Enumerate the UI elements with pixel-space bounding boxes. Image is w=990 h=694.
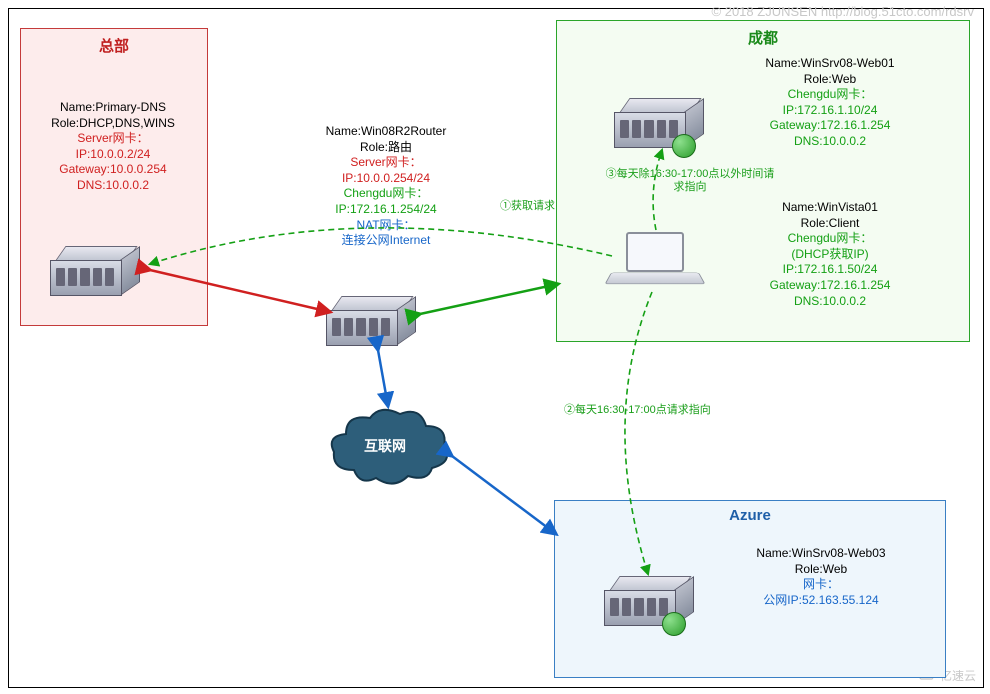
hq-ip: IP:10.0.0.2/24 xyxy=(28,147,198,163)
cd-title: 成都 xyxy=(557,27,969,48)
cd-cl-nic: Chengdu网卡： xyxy=(720,231,940,247)
cd-cl-role: Role:Client xyxy=(720,216,940,232)
anno-3-line2: 求指向 xyxy=(580,181,800,194)
router-info: Name:Win08R2Router Role:路由 Server网卡： IP:… xyxy=(286,124,486,249)
hq-server-icon xyxy=(50,246,140,296)
cd-client-info: Name:WinVista01 Role:Client Chengdu网卡： (… xyxy=(720,200,940,309)
cd-web-name: Name:WinSrv08-Web01 xyxy=(720,56,940,72)
laptop-base xyxy=(605,273,706,285)
router-nip: 连接公网Internet xyxy=(286,233,486,249)
cd-web-role: Role:Web xyxy=(720,72,940,88)
cd-cl-gw: Gateway:172.16.1.254 xyxy=(720,278,940,294)
az-nic: 网卡： xyxy=(716,577,926,593)
cd-web-ip: IP:172.16.1.10/24 xyxy=(720,103,940,119)
cd-web-gw: Gateway:172.16.1.254 xyxy=(720,118,940,134)
az-name: Name:WinSrv08-Web03 xyxy=(716,546,926,562)
hq-name: Name:Primary-DNS xyxy=(28,100,198,116)
laptop-screen xyxy=(626,232,684,272)
hq-nic: Server网卡： xyxy=(28,131,198,147)
hq-title: 总部 xyxy=(21,35,207,56)
cd-web-server-icon xyxy=(614,98,704,148)
anno-2: ②每天16:30-17:00点请求指向 xyxy=(564,404,711,417)
az-role: Role:Web xyxy=(716,562,926,578)
cd-web-nic: Chengdu网卡： xyxy=(720,87,940,103)
hq-dns: DNS:10.0.0.2 xyxy=(28,178,198,194)
diagram-canvas: © 2018 ZJUNSEN http://blog.51cto.com/rds… xyxy=(0,0,990,694)
hq-gw: Gateway:10.0.0.254 xyxy=(28,162,198,178)
cd-web-info: Name:WinSrv08-Web01 Role:Web Chengdu网卡： … xyxy=(720,56,940,150)
hq-info: Name:Primary-DNS Role:DHCP,DNS,WINS Serv… xyxy=(28,100,198,194)
copyright-watermark: © 2018 ZJUNSEN http://blog.51cto.com/rds… xyxy=(712,4,974,19)
anno-3: ③每天除16:30-17:00点以外时间请 求指向 xyxy=(580,168,800,194)
router-nnic: NAT网卡： xyxy=(286,218,486,234)
router-cip: IP:172.16.1.254/24 xyxy=(286,202,486,218)
router-snic: Server网卡： xyxy=(286,155,486,171)
router-role: Role:路由 xyxy=(286,140,486,156)
cd-cl-ip: IP:172.16.1.50/24 xyxy=(720,262,940,278)
router-server-icon xyxy=(326,296,416,346)
az-title: Azure xyxy=(555,507,945,524)
az-ip: 公网IP:52.163.55.124 xyxy=(716,593,926,609)
cd-web-dns: DNS:10.0.0.2 xyxy=(720,134,940,150)
hq-role: Role:DHCP,DNS,WINS xyxy=(28,116,198,132)
anno-3-line1: ③每天除16:30-17:00点以外时间请 xyxy=(580,168,800,181)
router-cnic: Chengdu网卡： xyxy=(286,186,486,202)
cd-cl-dhcp: (DHCP获取IP) xyxy=(720,247,940,263)
az-info: Name:WinSrv08-Web03 Role:Web 网卡： 公网IP:52… xyxy=(716,546,926,608)
router-sip: IP:10.0.0.254/24 xyxy=(286,171,486,187)
az-server-icon xyxy=(604,576,694,626)
cd-cl-dns: DNS:10.0.0.2 xyxy=(720,294,940,310)
anno-1: ①获取请求 xyxy=(500,200,555,213)
router-name: Name:Win08R2Router xyxy=(286,124,486,140)
cd-cl-name: Name:WinVista01 xyxy=(720,200,940,216)
internet-label: 互联网 xyxy=(364,436,406,456)
